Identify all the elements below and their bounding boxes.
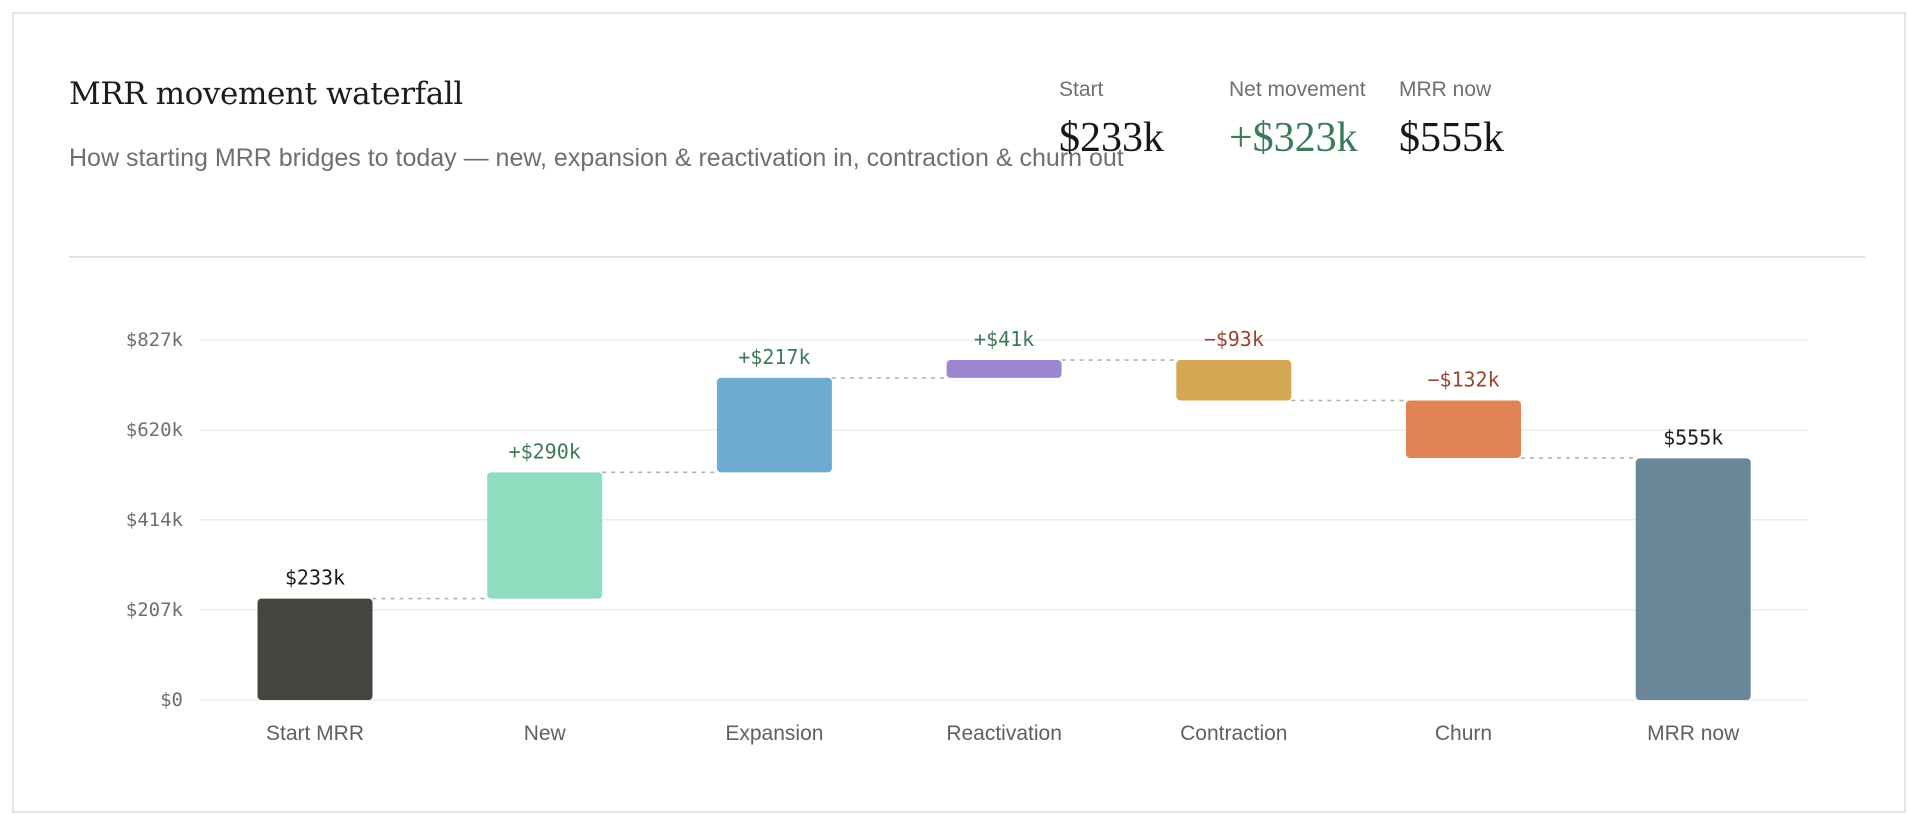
bar-expansion <box>716 377 832 473</box>
stat-start-value: $233k <box>1059 115 1164 161</box>
stat-net-movement-value: +$323k <box>1229 115 1358 161</box>
bar-mrr-now <box>1635 458 1751 700</box>
data-label: +$290k <box>509 439 581 463</box>
x-tick-label: New <box>524 722 567 745</box>
bar-new <box>487 472 603 599</box>
stat-net-movement: Net movement +$323k <box>1229 78 1366 162</box>
y-tick-label: $414k <box>126 509 184 531</box>
data-label: −$132k <box>1427 368 1499 392</box>
chart-subtitle: How starting MRR bridges to today — new,… <box>69 144 1124 172</box>
x-tick-label: Reactivation <box>946 722 1062 745</box>
bar-contraction <box>1176 360 1292 401</box>
chart-title: MRR movement waterfall <box>69 76 463 112</box>
x-tick-label: MRR now <box>1647 722 1740 745</box>
bar-reactivation <box>946 360 1062 378</box>
data-label: −$93k <box>1204 327 1264 351</box>
stat-mrr-now-label: MRR now <box>1399 78 1492 101</box>
stat-start-label: Start <box>1059 78 1104 101</box>
x-tick-label: Churn <box>1435 722 1492 745</box>
y-tick-label: $827k <box>126 329 184 351</box>
y-tick-label: $0 <box>160 689 183 711</box>
stat-mrr-now-value: $555k <box>1399 115 1504 161</box>
data-label: $233k <box>285 566 345 590</box>
header-divider <box>69 256 1865 258</box>
bar-churn <box>1406 400 1521 458</box>
bar-start-mrr <box>257 598 373 700</box>
y-tick-label: $207k <box>126 599 184 621</box>
data-label: +$41k <box>974 327 1034 351</box>
x-tick-label: Contraction <box>1180 722 1287 745</box>
data-label: +$217k <box>738 345 810 369</box>
data-label: $555k <box>1663 425 1723 449</box>
stat-start: Start $233k <box>1059 78 1164 162</box>
x-tick-label: Expansion <box>725 722 823 745</box>
stat-net-movement-label: Net movement <box>1229 78 1366 101</box>
stat-mrr-now: MRR now $555k <box>1399 78 1504 162</box>
x-tick-label: Start MRR <box>266 722 364 745</box>
y-tick-label: $620k <box>126 419 184 441</box>
